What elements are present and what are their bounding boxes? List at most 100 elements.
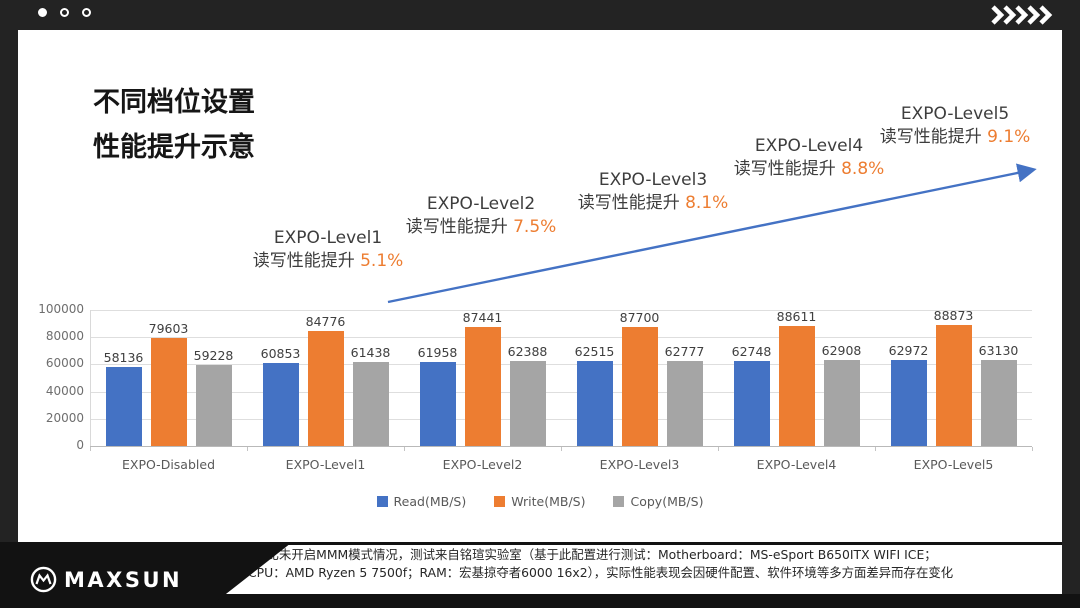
bar-value-label: 62748	[731, 343, 772, 359]
x-axis-label-expo-level2: EXPO-Level2	[442, 457, 523, 472]
bar-read-expo-level2: 61958	[418, 345, 457, 446]
x-axis-tick	[247, 447, 248, 451]
gridline-100000	[90, 310, 1032, 311]
annotation-title: EXPO-Level2	[426, 194, 536, 214]
chevron-icon	[1003, 5, 1017, 25]
x-axis-labels: EXPO-Disabled EXPO-Level1 EXPO-Level2 EXPO-…	[90, 457, 1032, 472]
legend-item-read: Read(MB/S)	[376, 494, 466, 509]
legend-item-copy: Copy(MB/S)	[613, 494, 703, 509]
bar-copy-expo-level5: 63130	[979, 343, 1018, 446]
x-axis-tick	[1032, 447, 1033, 451]
x-axis-label-expo-disabled: EXPO-Disabled	[122, 457, 215, 472]
annotation-desc: 读写性能提升 9.1%	[880, 126, 1031, 149]
footnote: *对比未开启MMM模式情况，测试来自铭瑄实验室（基于此配置进行测试：Mother…	[248, 546, 1056, 581]
bar-value-label: 63130	[978, 343, 1019, 359]
bar-write-expo-level5: 88873	[934, 308, 973, 446]
chevron-icon	[991, 5, 1005, 25]
bar-group-expo-disabled: 58136 79603 59228	[90, 310, 247, 446]
footnote-line1: *对比未开启MMM模式情况，测试来自铭瑄实验室（基于此配置进行测试：Mother…	[248, 547, 937, 562]
gridline-0	[90, 446, 1032, 447]
footnote-divider	[0, 542, 1062, 545]
pagination-dot-2[interactable]	[60, 8, 69, 17]
annotation-desc: 读写性能提升 7.5%	[406, 216, 557, 239]
bar-read-expo-level3: 62515	[575, 344, 614, 446]
annotation-percent: 9.1%	[987, 127, 1031, 147]
bar-group-expo-level4: 62748 88611 62908	[718, 309, 875, 446]
pagination-dot-1[interactable]	[38, 8, 47, 17]
bar-value-label: 87700	[619, 309, 660, 325]
legend-label: Write(MB/S)	[511, 494, 586, 509]
annotation-expo-level3: EXPO-Level3 读写性能提升 8.1%	[578, 169, 729, 215]
annotation-title: EXPO-Level3	[598, 170, 708, 190]
bar-read-expo-disabled: 58136	[104, 350, 143, 446]
gridline-80000	[90, 337, 1032, 339]
annotation-title: EXPO-Level1	[273, 228, 383, 248]
brand-name: MAXSUN	[64, 567, 183, 592]
chevron-icon	[1027, 5, 1041, 25]
bar-value-label: 79603	[148, 320, 189, 336]
pagination-dots	[38, 8, 91, 17]
bar-value-label: 62388	[507, 344, 548, 360]
bottom-bar	[0, 594, 1080, 608]
bar-value-label: 88873	[933, 308, 974, 324]
bar-value-label: 62908	[821, 343, 862, 359]
bar-value-label: 62515	[574, 344, 615, 359]
bar-value-label: 60853	[260, 346, 301, 362]
chevron-icon	[1039, 5, 1053, 25]
x-axis-label-expo-level4: EXPO-Level4	[756, 457, 837, 472]
y-axis-label-0: 0	[76, 438, 84, 452]
bar-copy-expo-level4: 62908	[822, 343, 861, 446]
legend-swatch-icon	[613, 496, 625, 507]
bar-copy-expo-level1: 61438	[351, 345, 390, 446]
annotation-desc: 读写性能提升 8.1%	[578, 192, 729, 215]
annotation-expo-level5: EXPO-Level5 读写性能提升 9.1%	[880, 103, 1031, 149]
bar-write-expo-level1: 84776	[306, 314, 345, 446]
annotation-desc-text: 读写性能提升	[252, 251, 361, 271]
annotation-desc-text: 读写性能提升	[405, 217, 514, 237]
annotation-expo-level2: EXPO-Level2 读写性能提升 7.5%	[406, 193, 557, 239]
next-chevrons-icon[interactable]	[990, 5, 1056, 29]
bar-value-label: 62777	[664, 343, 705, 359]
annotation-title: EXPO-Level5	[900, 104, 1010, 124]
x-axis-tick	[90, 447, 91, 451]
bar-read-expo-level4: 62748	[732, 344, 771, 446]
bar-value-label: 59228	[193, 348, 234, 364]
bar-read-expo-level5: 62972	[889, 343, 928, 446]
maxsun-m-icon	[30, 566, 57, 593]
gridline-20000	[90, 418, 1032, 420]
annotation-desc-text: 读写性能提升	[577, 193, 686, 213]
annotation-percent: 8.1%	[685, 193, 729, 213]
bar-write-expo-level4: 88611	[777, 309, 816, 446]
annotation-desc: 读写性能提升 8.8%	[734, 158, 885, 181]
page-title-line1: 不同档位设置	[93, 87, 255, 118]
bar-value-label: 62972	[888, 343, 929, 359]
chevron-icon	[1015, 5, 1029, 25]
bar-group-expo-level5: 62972 88873 63130	[875, 308, 1032, 446]
gridline-60000	[90, 364, 1032, 366]
bar-group-expo-level1: 60853 84776 61438	[247, 310, 404, 446]
pagination-dot-3[interactable]	[82, 8, 91, 17]
bar-value-label: 88611	[776, 308, 817, 324]
bar-value-label: 61438	[350, 345, 391, 361]
annotation-desc: 读写性能提升 5.1%	[253, 250, 404, 273]
x-axis-label-expo-level3: EXPO-Level3	[599, 457, 680, 472]
bar-write-expo-disabled: 79603	[149, 321, 188, 446]
y-axis-label-60000: 60000	[45, 356, 84, 371]
annotation-expo-level1: EXPO-Level1 读写性能提升 5.1%	[253, 227, 404, 273]
bar-value-label: 61958	[417, 344, 458, 360]
bar-group-expo-level2: 61958 87441 62388	[404, 310, 561, 446]
x-axis-tick	[561, 447, 562, 451]
bar-write-expo-level3: 87700	[620, 310, 659, 446]
legend-label: Copy(MB/S)	[630, 494, 704, 509]
legend-swatch-icon	[494, 496, 506, 507]
bar-copy-expo-level3: 62777	[665, 344, 704, 446]
brand-logo: MAXSUN	[30, 566, 182, 593]
bar-value-label: 84776	[305, 313, 346, 329]
y-axis-line	[90, 310, 91, 446]
y-axis-label-40000: 40000	[45, 383, 84, 398]
footnote-line2: CPU：AMD Ryzen 5 7500f；RAM：宏基掠夺者6000 16x2…	[248, 564, 954, 580]
annotation-percent: 5.1%	[360, 251, 404, 271]
annotation-expo-level4: EXPO-Level4 读写性能提升 8.8%	[734, 135, 885, 181]
annotation-percent: 8.8%	[841, 159, 885, 179]
slide-canvas	[18, 30, 1062, 594]
